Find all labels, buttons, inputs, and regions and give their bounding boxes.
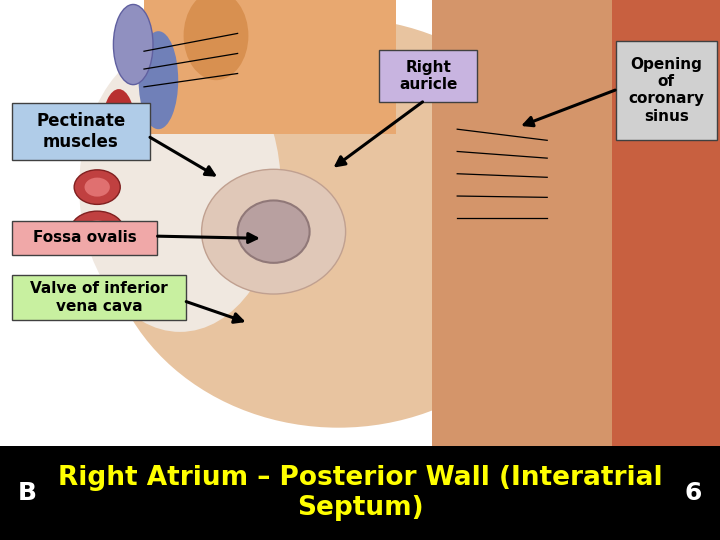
FancyBboxPatch shape (12, 274, 186, 320)
Ellipse shape (238, 200, 310, 263)
Ellipse shape (79, 42, 281, 332)
Ellipse shape (103, 89, 135, 160)
Ellipse shape (184, 0, 248, 80)
Ellipse shape (202, 170, 346, 294)
Circle shape (86, 129, 122, 156)
Ellipse shape (114, 4, 153, 85)
Text: Valve of inferior
vena cava: Valve of inferior vena cava (30, 281, 168, 314)
Circle shape (82, 220, 112, 243)
Text: 6: 6 (685, 481, 702, 505)
Bar (432, 0, 634, 446)
Bar (144, 0, 396, 133)
Text: Right
auricle: Right auricle (399, 59, 458, 92)
Circle shape (74, 170, 120, 204)
Text: Pectinate
muscles: Pectinate muscles (37, 112, 125, 151)
Circle shape (94, 135, 114, 150)
Circle shape (70, 211, 125, 252)
Text: Opening
of
coronary
sinus: Opening of coronary sinus (629, 57, 704, 124)
Bar (0, 446, 720, 540)
FancyBboxPatch shape (616, 40, 717, 140)
FancyBboxPatch shape (379, 50, 477, 102)
FancyBboxPatch shape (12, 103, 150, 160)
Ellipse shape (104, 18, 572, 428)
Text: B: B (18, 481, 37, 505)
FancyBboxPatch shape (12, 221, 157, 255)
Ellipse shape (138, 31, 179, 129)
Circle shape (84, 178, 110, 197)
Text: Fossa ovalis: Fossa ovalis (32, 231, 137, 245)
Text: Right Atrium – Posterior Wall (Interatrial
Septum): Right Atrium – Posterior Wall (Interatri… (58, 465, 662, 521)
Bar (612, 0, 720, 446)
